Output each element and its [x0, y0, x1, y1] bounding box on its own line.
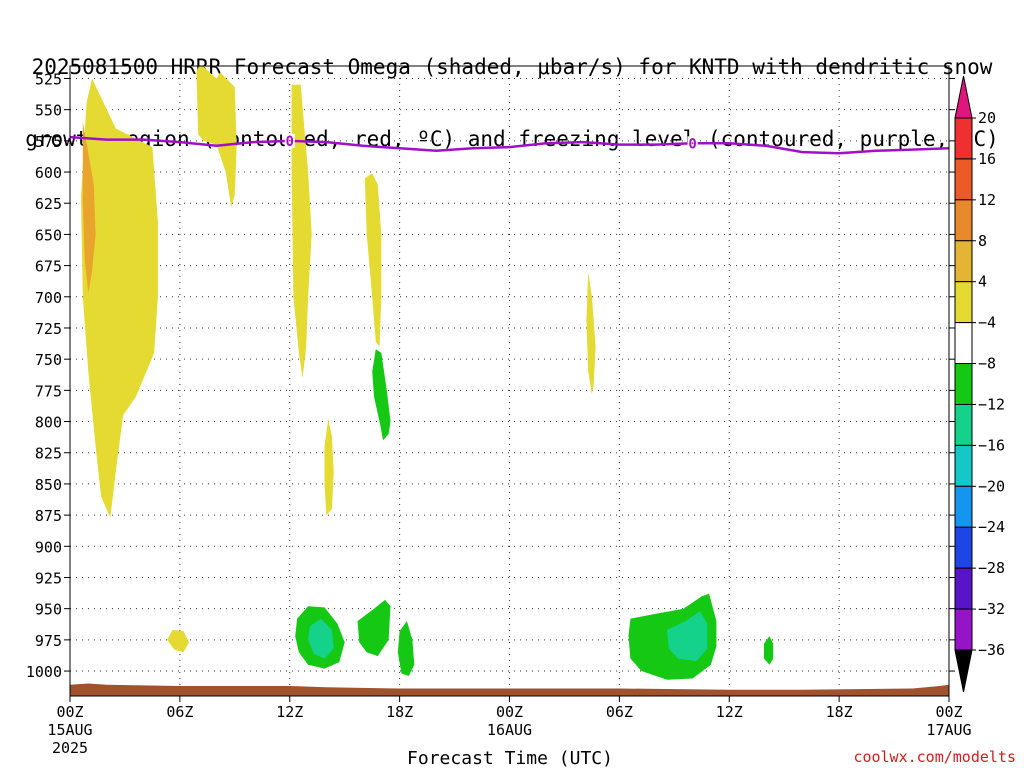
x-tick-label: 06Z	[166, 703, 193, 721]
x-tick-date: 16AUG	[487, 721, 532, 739]
y-tick-label: 525	[35, 70, 62, 88]
x-tick-label: 18Z	[386, 703, 413, 721]
grid-lines	[69, 66, 950, 696]
y-tick-label: 750	[35, 351, 62, 369]
y-tick-label: 975	[35, 632, 62, 650]
colorbar-segment	[954, 485, 973, 528]
colorbar-segment	[954, 117, 973, 160]
colorbar-segment	[954, 526, 973, 569]
colorbar-label: −4	[978, 314, 996, 332]
colorbar-label: −24	[978, 518, 1005, 536]
plot-frame	[69, 65, 950, 697]
omega-region	[764, 636, 774, 665]
y-tick-label: 950	[35, 601, 62, 619]
y-tick-label: 700	[35, 289, 62, 307]
colorbar-segment	[954, 403, 973, 446]
y-tick-label: 800	[35, 414, 62, 432]
omega-region	[81, 78, 158, 518]
freezing-level-label: 0	[688, 136, 696, 152]
x-tick-date: 15AUG	[47, 721, 92, 739]
y-tick-label: 900	[35, 538, 62, 556]
colorbar-segment	[954, 240, 973, 283]
colorbar: 20 16 12 8 4 −4 −8 −12 −16 −20 −24 −28 −32 −36	[954, 75, 1005, 693]
omega-region	[196, 66, 237, 207]
x-tick-label: 00Z	[496, 703, 523, 721]
freezing-label-bg	[687, 136, 698, 151]
colorbar-segment	[954, 608, 973, 651]
omega-regions	[81, 66, 774, 680]
x-tick-label: 18Z	[826, 703, 853, 721]
omega-region	[82, 122, 96, 293]
x-tick-year: 2025	[52, 739, 88, 757]
y-tick-label: 575	[35, 133, 62, 151]
title-line-1: 2025081500 HRRR Forecast Omega (shaded, …	[31, 55, 993, 79]
terrain-fill	[70, 683, 949, 696]
x-tick-date: 17AUG	[926, 721, 971, 739]
omega-region	[397, 621, 415, 676]
colorbar-cap-top	[954, 75, 973, 119]
x-axis-title: Forecast Time (UTC)	[407, 748, 613, 768]
colorbar-label: 4	[978, 273, 987, 291]
freezing-label-bg	[284, 133, 295, 148]
omega-region	[357, 599, 391, 657]
y-tick-label: 775	[35, 382, 62, 400]
colorbar-label: −8	[978, 355, 996, 373]
omega-region	[586, 271, 596, 395]
x-tick-label: 06Z	[606, 703, 633, 721]
colorbar-segment	[954, 567, 973, 610]
y-tick-label: 850	[35, 476, 62, 494]
x-tick-label: 00Z	[56, 703, 83, 721]
x-tick-label: 12Z	[716, 703, 743, 721]
credit-text: coolwx.com/modelts	[853, 748, 1016, 766]
y-tick-label: 725	[35, 320, 62, 338]
colorbar-segment	[954, 363, 973, 405]
colorbar-segment	[954, 444, 973, 487]
x-tick-label: 00Z	[935, 703, 962, 721]
colorbar-label: −16	[978, 436, 1005, 454]
colorbar-segment	[954, 281, 973, 324]
colorbar-label: 16	[978, 150, 996, 168]
omega-region	[167, 629, 189, 653]
y-tick-label: 675	[35, 258, 62, 276]
omega-region	[291, 84, 312, 378]
terrain	[70, 683, 949, 696]
colorbar-label: 20	[978, 109, 996, 127]
colorbar-label: −32	[978, 600, 1005, 618]
colorbar-label: −12	[978, 395, 1005, 413]
omega-region	[308, 618, 334, 659]
colorbar-label: −28	[978, 559, 1005, 577]
y-tick-label: 825	[35, 445, 62, 463]
freezing-level-label: 0	[286, 134, 294, 150]
y-tick-label: 600	[35, 164, 62, 182]
y-tick-label: 875	[35, 507, 62, 525]
y-tick-label: 1000	[26, 663, 62, 681]
colorbar-segment	[954, 322, 973, 365]
x-tick-label: 12Z	[276, 703, 303, 721]
y-tick-label: 925	[35, 569, 62, 587]
y-tick-label: 625	[35, 195, 62, 213]
colorbar-cap-bottom	[954, 649, 973, 693]
colorbar-label: −20	[978, 477, 1005, 495]
omega-region	[372, 349, 391, 441]
freezing-level-line	[70, 135, 949, 155]
omega-region	[364, 173, 382, 347]
colorbar-label: 8	[978, 232, 987, 250]
colorbar-segment	[954, 158, 973, 201]
colorbar-label: 12	[978, 191, 996, 209]
omega-region	[324, 419, 334, 516]
y-tick-label: 550	[35, 102, 62, 120]
y-axis: 525 550 575 600 625 650 675 700 725 750 775 800 825 8…	[26, 70, 955, 681]
y-tick-label: 650	[35, 226, 62, 244]
colorbar-label: −36	[978, 641, 1005, 659]
colorbar-segment	[954, 199, 973, 242]
omega-region	[667, 611, 708, 662]
